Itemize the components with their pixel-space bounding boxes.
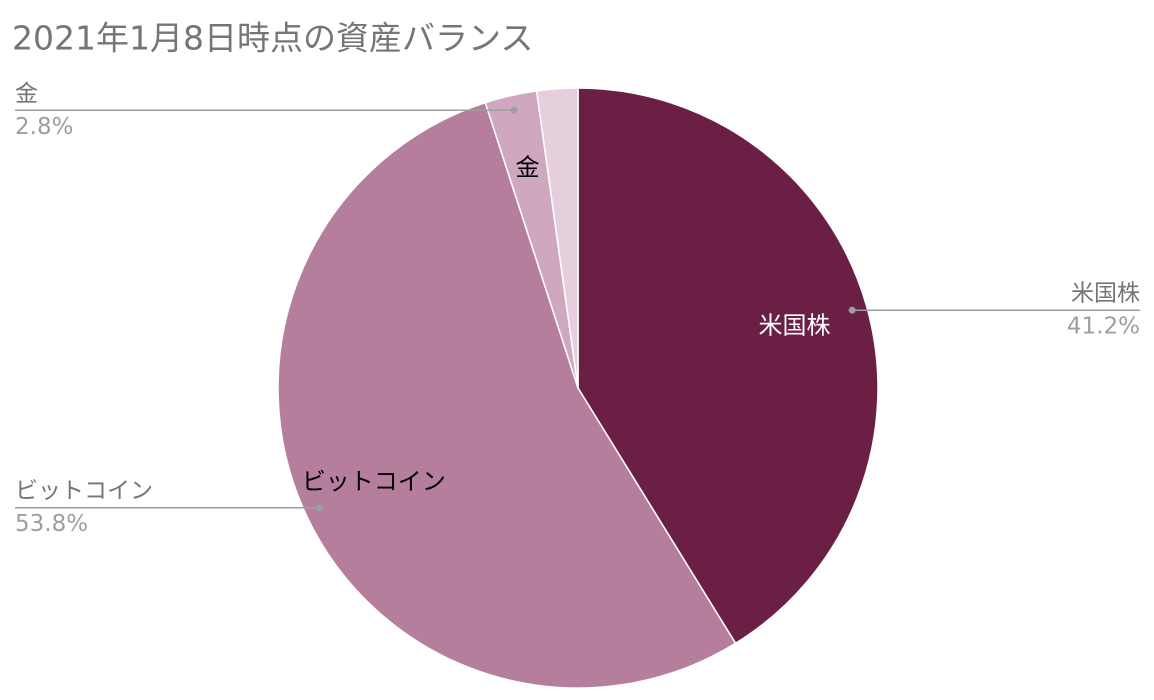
slice-label: 米国株 — [758, 312, 830, 340]
legend-percent: 2.8% — [15, 114, 73, 140]
slice-label: ビットコイン — [302, 468, 446, 496]
leader-dot — [510, 106, 518, 114]
leader-dot — [848, 306, 856, 314]
pie-slice — [535, 87, 579, 389]
chart-title: 2021年1月8日時点の資産バランス — [12, 19, 533, 58]
legend-name: 米国株 — [1071, 281, 1140, 307]
legend-name: 金 — [15, 81, 38, 107]
legend-percent: 41.2% — [1067, 314, 1140, 340]
slice-label: 金 — [516, 154, 540, 182]
pie-slice — [277, 101, 737, 689]
legend-percent: 53.8% — [15, 511, 88, 537]
legend-name: ビットコイン — [15, 478, 153, 504]
pie-slice — [577, 87, 879, 645]
leader-dot — [315, 504, 323, 512]
